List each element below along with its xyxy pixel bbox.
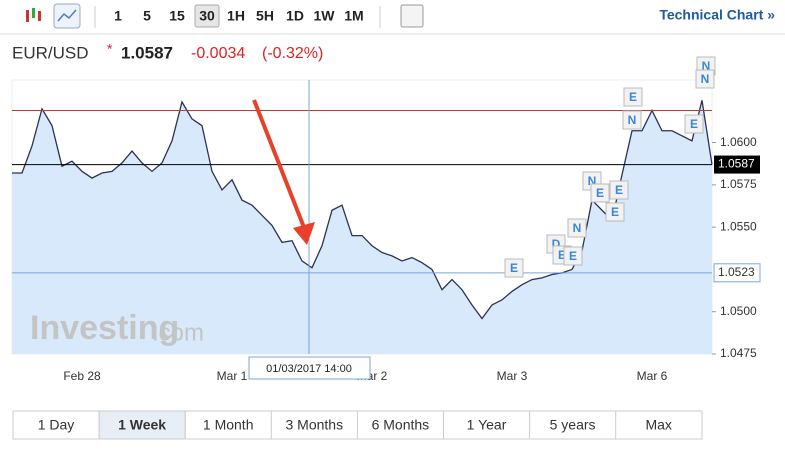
event-marker-label: E (690, 117, 698, 131)
interval[interactable]: 1D (286, 8, 304, 24)
event-marker-label: E (629, 90, 637, 104)
event-marker-label: N (628, 113, 637, 127)
plot (11, 79, 716, 355)
watermark-suffix: .com (152, 319, 204, 346)
table-icon[interactable] (400, 4, 424, 28)
x-tick-label: Mar 3 (497, 369, 528, 383)
price: 1.0587 (121, 43, 173, 62)
technical-chart-link[interactable]: Technical Chart » (659, 7, 775, 23)
event-marker[interactable] (609, 180, 629, 200)
event-marker-label: E (569, 249, 577, 263)
range-button[interactable]: 6 Months (372, 417, 430, 433)
interval[interactable]: 15 (169, 8, 185, 24)
interval[interactable]: 1W (314, 8, 336, 24)
event-marker-label: N (573, 221, 582, 235)
event-marker[interactable] (563, 246, 583, 266)
range-button[interactable]: 5 years (550, 417, 596, 433)
event-marker[interactable] (567, 218, 587, 238)
interval[interactable]: 1M (344, 8, 363, 24)
crosshair-x-label: 01/03/2017 14:00 (266, 363, 352, 375)
x-tick-label: Feb 28 (63, 369, 101, 383)
event-marker-label: E (615, 183, 623, 197)
event-marker[interactable] (623, 87, 643, 107)
change: -0.0034 (191, 45, 245, 62)
interval[interactable]: 5H (256, 8, 274, 24)
x-tick-label: Mar 6 (637, 369, 668, 383)
event-marker-label: D (552, 237, 561, 251)
interval[interactable]: 1 (114, 8, 122, 24)
event-marker-label: N (701, 72, 710, 86)
crosshair-value-box (713, 263, 761, 283)
event-marker[interactable] (590, 183, 610, 203)
y-tick-label: 1.0575 (720, 177, 757, 191)
arrow-head (293, 222, 315, 245)
interval[interactable]: 5 (143, 8, 151, 24)
arrow-shaft (252, 99, 307, 231)
current-price-box (714, 155, 760, 174)
event-marker-label: E (596, 186, 604, 200)
event-marker[interactable] (622, 110, 642, 130)
toolbar (0, 0, 785, 34)
watermark: Investing (30, 309, 179, 347)
star: * (107, 41, 113, 57)
y-tick-label: 1.0550 (720, 219, 757, 233)
y-tick-label: 1.0500 (720, 304, 757, 318)
change-pct: (-0.32%) (262, 45, 323, 62)
symbol: EUR/USD (12, 43, 89, 62)
candle-icon[interactable] (26, 8, 41, 22)
event-marker-label: E (558, 248, 566, 262)
range-button[interactable]: 1 Month (203, 417, 254, 433)
range-button[interactable]: 1 Week (118, 417, 166, 433)
range-button[interactable]: Max (645, 417, 671, 433)
event-marker[interactable] (695, 69, 715, 89)
range-button[interactable]: 1 Year (467, 417, 507, 433)
line-icon-glyph (57, 9, 77, 22)
range-selected (98, 410, 186, 440)
current-price-label: 1.0587 (718, 157, 755, 171)
interval-selected (194, 4, 220, 28)
event-marker-label: N (588, 174, 597, 188)
event-marker-label: E (611, 205, 619, 219)
y-tick-label: 1.0475 (720, 346, 757, 360)
event-marker[interactable] (504, 258, 524, 278)
line (12, 100, 713, 320)
interval[interactable]: 1H (227, 8, 245, 24)
range-button[interactable]: 3 Months (286, 417, 344, 433)
crosshair-value-label: 1.0523 (718, 265, 755, 279)
event-marker[interactable] (605, 202, 625, 222)
event-marker-label: N (702, 59, 711, 73)
y-tick-label: 1.0600 (720, 135, 757, 149)
event-marker-label: E (510, 261, 518, 275)
area (12, 100, 712, 354)
x-tick-label: Mar 1 (217, 369, 248, 383)
interval[interactable]: 30 (199, 8, 215, 24)
crosshair-x-box (248, 356, 371, 380)
range-button[interactable]: 1 Day (38, 417, 75, 433)
event-marker[interactable] (684, 114, 704, 134)
